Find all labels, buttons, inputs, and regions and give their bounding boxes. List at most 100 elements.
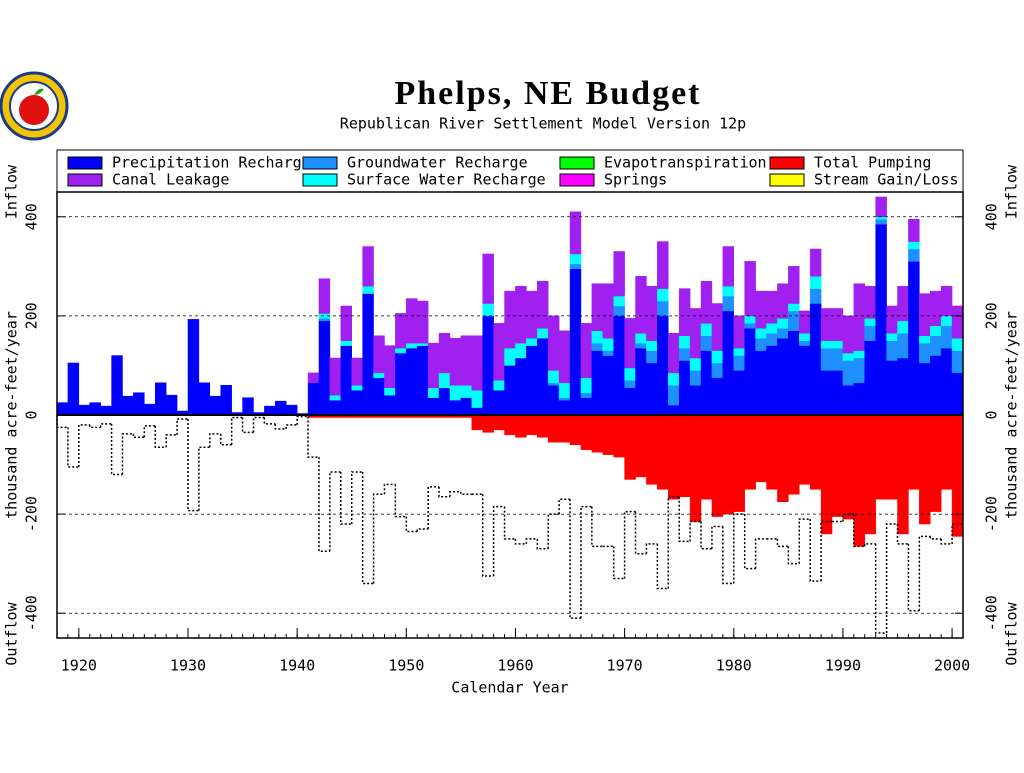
bar-segment xyxy=(547,315,560,371)
bar-segment xyxy=(493,380,505,391)
bar-segment xyxy=(133,392,145,416)
bar-segment xyxy=(471,407,483,416)
outflow-step xyxy=(645,543,658,554)
y-tick-label-right: 200 xyxy=(983,302,1001,329)
bar-segment xyxy=(711,303,724,351)
outflow-step xyxy=(547,513,560,549)
bar-segment xyxy=(831,414,844,517)
outflow-step xyxy=(809,519,822,582)
outflow-step xyxy=(340,471,352,525)
outflow-step xyxy=(776,538,789,548)
bar-segment xyxy=(635,347,647,416)
bar-segment xyxy=(744,315,756,324)
legend-swatch xyxy=(302,156,338,170)
bar-segment xyxy=(591,283,604,332)
bar-segment xyxy=(678,347,691,361)
bar-segment xyxy=(526,414,538,436)
bar-segment xyxy=(580,397,593,416)
bar-segment xyxy=(471,414,483,431)
outflow-step xyxy=(525,538,538,544)
bar-segment xyxy=(766,345,778,416)
bar-segment xyxy=(820,414,833,535)
bar-segment xyxy=(613,315,625,416)
bar-segment xyxy=(788,310,800,332)
outflow-step xyxy=(165,434,178,448)
bar-segment xyxy=(668,404,680,416)
outflow-step xyxy=(558,498,571,515)
bar-segment xyxy=(657,300,669,317)
bar-segment xyxy=(864,414,876,535)
bar-segment xyxy=(820,347,833,371)
outflow-label: Outflow xyxy=(3,601,21,665)
bars xyxy=(56,196,964,547)
bar-segment xyxy=(711,377,724,416)
bar-segment xyxy=(198,382,211,416)
y-axis-label-right: thousand acre-feet/year xyxy=(1003,311,1021,519)
bar-segment xyxy=(646,340,658,351)
bar-segment xyxy=(842,352,855,361)
chart-subtitle: Republican River Settlement Model Versio… xyxy=(340,115,746,133)
outflow-step xyxy=(143,425,156,438)
x-tick-label: 1960 xyxy=(497,657,533,675)
bar-segment xyxy=(318,318,331,322)
bar-segment xyxy=(624,387,636,416)
bar-segment xyxy=(635,332,647,344)
y-tick-label: -400 xyxy=(23,595,41,631)
bar-segment xyxy=(209,395,221,416)
x-axis-label: Calendar Year xyxy=(451,679,568,697)
outflow-step xyxy=(99,423,112,428)
bar-segment xyxy=(777,337,789,416)
outflow-step xyxy=(209,433,221,448)
bar-segment xyxy=(864,318,876,327)
bar-segment xyxy=(537,337,549,416)
bar-segment xyxy=(842,414,855,520)
outflow-step xyxy=(372,493,385,584)
bar-segment xyxy=(635,275,647,334)
bar-segment xyxy=(362,285,374,294)
x-tick-label: 1950 xyxy=(388,657,424,675)
bar-segment xyxy=(580,377,593,393)
bar-segment xyxy=(853,357,866,384)
bar-segment xyxy=(908,261,920,416)
bar-segment xyxy=(700,280,713,324)
bar-segment xyxy=(526,337,538,346)
bar-segment xyxy=(591,414,604,453)
bar-segment xyxy=(220,385,232,416)
bar-segment xyxy=(831,340,844,349)
legend-label: Surface Water Recharge xyxy=(347,171,546,189)
bar-segment xyxy=(537,328,549,339)
bar-segment xyxy=(646,362,658,416)
bar-segment xyxy=(406,342,418,349)
bar-segment xyxy=(886,340,898,361)
outflow-step xyxy=(449,491,461,497)
outflow-step xyxy=(722,526,734,585)
bar-segment xyxy=(646,350,658,364)
y-tick-label-right: 400 xyxy=(983,203,1001,230)
y-tick-label-right: -400 xyxy=(983,595,1001,631)
outflow-step xyxy=(263,417,276,425)
bar-segment xyxy=(416,342,429,346)
bar-segment xyxy=(733,355,745,371)
inflow-label-right: Inflow xyxy=(1003,164,1021,219)
bar-segment xyxy=(56,402,69,416)
bar-segment xyxy=(678,335,691,349)
bar-segment xyxy=(777,318,789,329)
bar-segment xyxy=(318,320,331,416)
outflow-step xyxy=(580,505,592,619)
bar-segment xyxy=(340,345,352,416)
outflow-step xyxy=(416,528,429,532)
outflow-step xyxy=(67,427,79,468)
bar-segment xyxy=(373,372,385,379)
outflow-step xyxy=(285,424,298,429)
outflow-step xyxy=(78,424,90,468)
bar-segment xyxy=(755,350,767,416)
bar-segment xyxy=(951,414,964,537)
bar-segment xyxy=(908,219,920,242)
bar-segment xyxy=(591,350,604,416)
outflow-step xyxy=(307,416,319,458)
bar-segment xyxy=(733,315,745,349)
bar-segment xyxy=(427,397,440,416)
bar-segment xyxy=(111,355,123,416)
bar-segment xyxy=(307,372,320,384)
bar-segment xyxy=(438,372,451,388)
